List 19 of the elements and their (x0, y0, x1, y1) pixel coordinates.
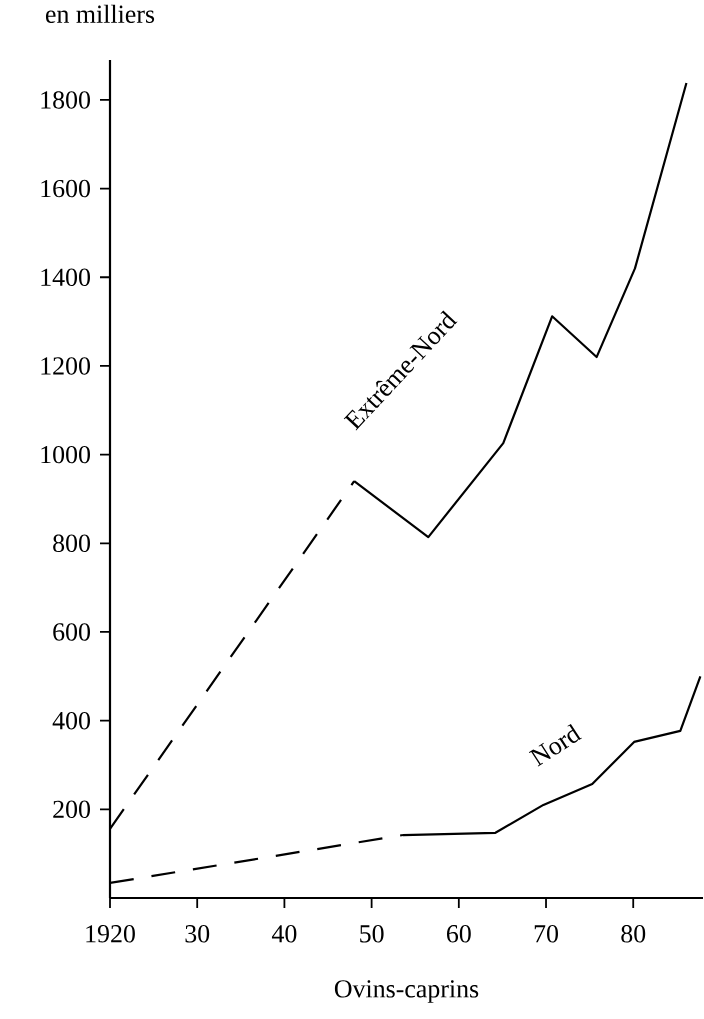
x-axis-title: Ovins-caprins (334, 980, 479, 1003)
y-tick-label: 1000 (41, 445, 90, 464)
y-tick-label: 1600 (41, 179, 90, 198)
y-tick-label: 800 (53, 534, 90, 553)
x-tick-label: 1920 (86, 925, 135, 943)
x-tick-label: 40 (271, 925, 297, 943)
y-axis-title: en milliers (45, 4, 155, 23)
x-tick-label: 80 (621, 925, 646, 943)
y-tick-label: 600 (53, 623, 90, 641)
y-tick-label: 1400 (41, 268, 90, 286)
y-tick-label: 400 (52, 711, 90, 730)
x-tick-label: 50 (360, 925, 384, 943)
x-tick-label: 60 (446, 925, 471, 943)
text: Nord (528, 723, 582, 767)
y-tick-label: 200 (53, 800, 90, 819)
y-tick-label: 1200 (41, 357, 90, 375)
x-tick-label: 30 (185, 925, 210, 943)
y-tick-label: 1800 (41, 91, 90, 109)
x-tick-label: 70 (534, 925, 558, 943)
